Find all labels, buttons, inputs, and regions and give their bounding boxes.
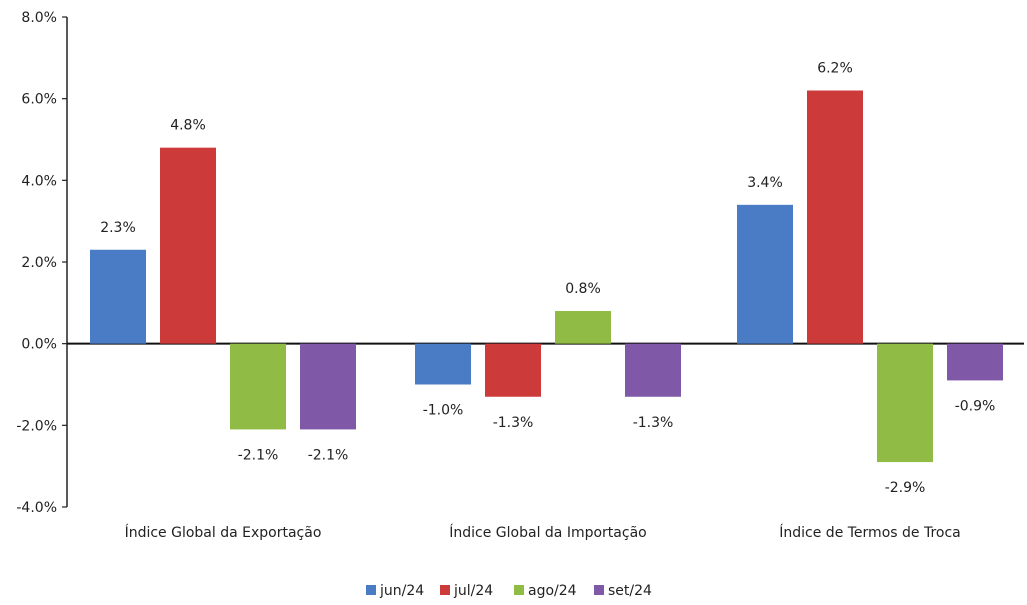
category-label: Índice Global da Importação bbox=[449, 524, 646, 541]
data-label: 2.3% bbox=[100, 220, 136, 236]
data-label: 6.2% bbox=[817, 61, 853, 77]
legend-label: ago/24 bbox=[528, 583, 577, 599]
bar-jul-24 bbox=[160, 147, 216, 344]
category-labels-group: Índice Global da Exportação Índice Global… bbox=[125, 524, 961, 541]
y-tick-label: 0.0% bbox=[21, 337, 57, 353]
y-tick-label: -2.0% bbox=[16, 418, 57, 434]
data-label: 0.8% bbox=[565, 281, 601, 297]
legend-swatch bbox=[366, 585, 376, 595]
legend-label: set/24 bbox=[608, 583, 652, 599]
y-tick-label: 2.0% bbox=[21, 255, 57, 271]
legend-swatch bbox=[594, 585, 604, 595]
category-label: Índice de Termos de Troca bbox=[779, 524, 960, 541]
legend-swatch bbox=[514, 585, 524, 595]
bars-group bbox=[90, 90, 1003, 463]
legend-label: jun/24 bbox=[379, 583, 424, 599]
data-label: -1.0% bbox=[423, 403, 464, 419]
bar-jul-24 bbox=[807, 90, 863, 344]
y-axis: -4.0% -2.0% 0.0% 2.0% 4.0% 6.0% 8.0% bbox=[16, 10, 1024, 516]
legend: jun/24 jul/24 ago/24 set/24 bbox=[366, 583, 652, 599]
data-label: -1.3% bbox=[633, 415, 674, 431]
bar-set-24 bbox=[300, 343, 356, 430]
y-tick-label: 4.0% bbox=[21, 173, 57, 189]
bar-jun-24 bbox=[415, 343, 471, 385]
data-label: -1.3% bbox=[493, 415, 534, 431]
legend-swatch bbox=[440, 585, 450, 595]
category-label: Índice Global da Exportação bbox=[125, 524, 322, 541]
y-tick-label: 6.0% bbox=[21, 92, 57, 108]
bar-jun-24 bbox=[737, 204, 793, 344]
data-label: -2.9% bbox=[885, 480, 926, 496]
bar-ago-24 bbox=[877, 343, 933, 463]
data-label: 3.4% bbox=[747, 175, 783, 191]
bar-set-24 bbox=[947, 343, 1003, 381]
y-tick-label: 8.0% bbox=[21, 10, 57, 26]
data-label: -2.1% bbox=[238, 447, 279, 463]
data-label: -2.1% bbox=[308, 447, 349, 463]
data-label: -0.9% bbox=[955, 398, 996, 414]
bar-ago-24 bbox=[555, 311, 611, 344]
data-label: 4.8% bbox=[170, 118, 206, 134]
bar-ago-24 bbox=[230, 343, 286, 430]
bar-set-24 bbox=[625, 343, 681, 397]
y-tick-label: -4.0% bbox=[16, 500, 57, 516]
legend-label: jul/24 bbox=[453, 583, 493, 599]
data-labels-group: 2.3% 4.8% -2.1% -2.1% -1.0% -1.3% 0.8% -1.3% 3.4… bbox=[100, 61, 995, 497]
bar-jun-24 bbox=[90, 249, 146, 344]
bar-jul-24 bbox=[485, 343, 541, 397]
